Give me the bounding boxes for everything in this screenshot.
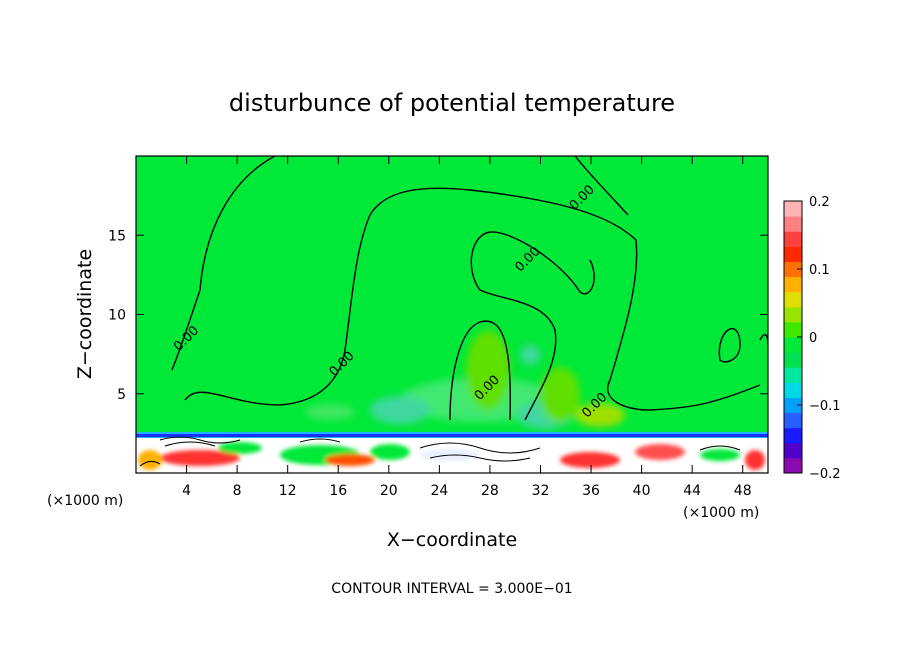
x-tick-label: 28	[481, 483, 499, 499]
y-axis-title: Z−coordinate	[74, 249, 96, 379]
x-unit-left: (×1000 m)	[47, 493, 123, 509]
colorbar-swatch	[784, 427, 802, 444]
surface-patches	[138, 442, 765, 470]
y-axis: 5 10 15	[108, 228, 768, 403]
colorbar-swatch	[784, 321, 802, 338]
x-axis-title: X−coordinate	[387, 529, 517, 551]
contour-top-right	[574, 156, 629, 216]
colorbar-swatch	[784, 276, 802, 293]
contour-center-lobe	[449, 320, 512, 421]
colorbar-swatch	[784, 412, 802, 429]
colorbar-swatch	[784, 337, 802, 353]
colorbar-swatch	[784, 457, 802, 474]
contour-inner-hook	[470, 231, 595, 421]
colorbar-swatch	[784, 367, 802, 383]
x-tick-label: 48	[734, 483, 752, 499]
colorbar-swatch	[784, 231, 802, 247]
inversion-core	[136, 434, 768, 437]
colorbar-swatch	[784, 442, 802, 459]
x-tick-label: 20	[380, 483, 398, 499]
colorbar-swatch	[784, 397, 802, 414]
colorbar-swatch	[784, 306, 802, 323]
zero-contours	[171, 156, 768, 421]
field-layer: 0.000.000.000.000.000.00	[136, 156, 768, 473]
field-background	[136, 156, 768, 473]
contour-interval-note: CONTOUR INTERVAL = 3.000E−01	[331, 581, 572, 597]
x-axis: 4 8 12 16 20 24 28 32 36 40 44 48	[182, 156, 752, 499]
field-patches	[305, 330, 625, 429]
chart-title: disturbunce of potential temperature	[229, 89, 675, 117]
colorbar-label: 0	[809, 331, 817, 346]
y-tick-label: 5	[117, 387, 126, 403]
contour-left-lobe	[171, 156, 276, 371]
x-tick-label: 44	[683, 483, 701, 499]
y-tick-label: 10	[108, 308, 126, 324]
y-tick-label: 15	[108, 228, 126, 244]
colorbar-swatch	[784, 291, 802, 308]
colorbar-label: −0.1	[809, 399, 841, 414]
x-tick-label: 8	[233, 483, 242, 499]
x-unit-right: (×1000 m)	[683, 505, 759, 521]
x-tick-label: 40	[633, 483, 651, 499]
colorbar-label: 0.2	[809, 195, 830, 210]
colorbar-swatch	[784, 382, 802, 398]
contour-right-island	[718, 327, 741, 363]
x-tick-label: 16	[329, 483, 347, 499]
contour-hook	[184, 187, 761, 411]
colorbar: 0.2 0.1 0 −0.1 −0.2	[783, 195, 841, 482]
colorbar-label: −0.2	[809, 467, 841, 482]
colorbar-swatch	[784, 216, 802, 232]
colorbar-swatch	[784, 352, 802, 368]
x-tick-label: 36	[582, 483, 600, 499]
x-tick-label: 12	[279, 483, 297, 499]
x-tick-label: 24	[430, 483, 448, 499]
surface-contours	[139, 436, 741, 467]
colorbar-swatch	[784, 261, 802, 278]
colorbar-swatch	[784, 246, 802, 262]
x-tick-label: 32	[532, 483, 550, 499]
colorbar-swatch	[784, 201, 802, 217]
colorbar-label: 0.1	[809, 263, 830, 278]
x-tick-label: 4	[182, 483, 191, 499]
